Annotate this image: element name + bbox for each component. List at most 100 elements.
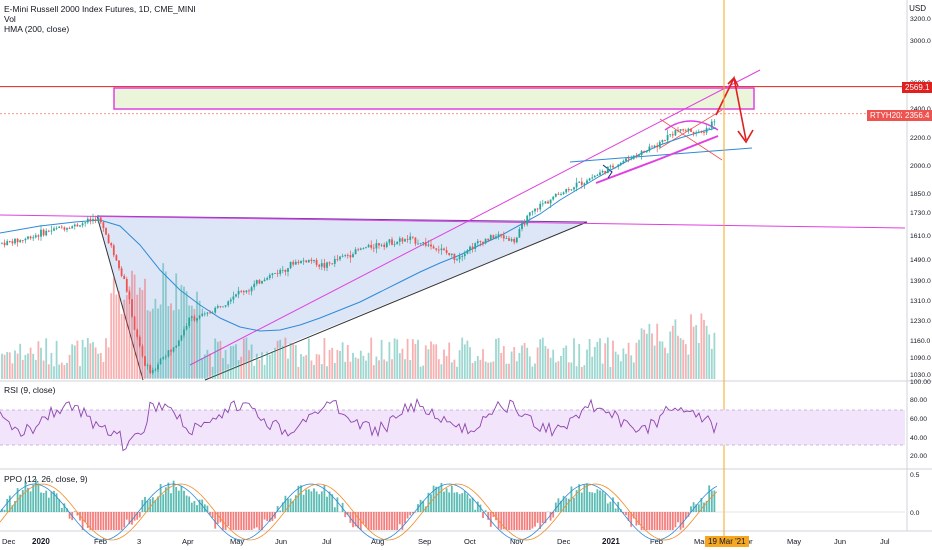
candle-body [284,269,287,272]
ppo-histogram-bar [612,497,614,512]
volume-bar [255,353,258,379]
candle-body [53,228,55,231]
ppo-histogram-bar [430,494,432,512]
candle-body [562,192,565,195]
ppo-histogram-bar [656,512,659,530]
price-axis-tick: 1490.0 [910,257,931,264]
volume-bar [71,344,74,379]
volume-bar [120,314,123,379]
candle-body [630,158,633,160]
volume-bar [315,354,318,379]
ppo-histogram-bar [235,512,237,530]
candle-body [97,217,100,222]
candle-body [190,316,193,318]
ppo-histogram-bar [242,512,245,530]
volume-bar [682,339,685,379]
candle-body [37,235,40,237]
candle-body [622,160,625,163]
candle-body [253,283,256,288]
candle-body [11,241,14,244]
volume-bar [266,351,269,379]
ppo-histogram-bar [531,512,534,529]
candle-body [274,273,276,274]
ppo-histogram-bar [55,493,58,512]
ppo-histogram-bar [58,499,61,512]
ppo-histogram-bar [167,482,170,512]
volume-bar [144,278,146,379]
volume-bar [414,343,417,379]
ppo-histogram-bar [307,489,310,512]
volume-bar [432,344,435,379]
candle-body [531,211,534,213]
ppo-histogram-bar [674,512,677,528]
candle-body [73,224,76,227]
symbol-legend[interactable]: E-Mini Russell 2000 Index Futures, 1D, C… [4,4,196,34]
ppo-histogram-bar [391,512,393,530]
ppo-histogram-bar [697,504,700,512]
ppo-histogram-bar [214,512,217,529]
candle-body [617,164,620,168]
candle-body [526,215,529,225]
ppo-histogram-bar [245,512,248,530]
volume-bar [476,356,479,379]
volume-bar [157,308,159,379]
candle-body [575,182,578,188]
candle-body [523,223,526,225]
time-axis-tick: 2020 [32,537,50,546]
volume-label: Vol [4,14,16,24]
price-axis-tick: 1160.0 [910,338,931,345]
candle-body [292,261,295,265]
candle-body [99,217,102,223]
volume-bar [391,359,393,379]
candle-body [307,259,310,263]
rsi-legend[interactable]: RSI (9, close) [4,385,56,395]
volume-bar [190,305,193,379]
volume-bar [53,366,55,379]
candle-body [645,150,648,153]
ppo-histogram-bar [601,491,604,512]
resistance-price-tag: 2569.1 [902,82,932,93]
ppo-legend[interactable]: PPO (12, 26, close, 9) [4,474,88,484]
ppo-histogram-bar [315,491,318,512]
candle-body [138,336,141,347]
candle-body [115,255,118,261]
candle-body [570,189,573,191]
volume-bar [640,328,643,379]
candle-body [656,145,659,148]
volume-bar [198,300,201,379]
volume-bar [211,366,214,379]
ppo-histogram-bar [8,495,11,512]
candle-body [557,193,560,195]
candle-body [201,313,204,316]
volume-bar [614,351,617,379]
volume-bar [73,345,76,379]
candle-body [105,228,107,235]
candle-body [310,259,313,262]
ppo-histogram-bar [123,512,126,528]
candle-body [245,290,248,293]
ppo-axis-tick: 0.5 [910,472,920,479]
ppo-histogram-bar [385,512,388,530]
volume-bar [690,314,692,379]
volume-bar [159,304,162,379]
candle-body [219,306,222,307]
volume-bar [271,351,274,379]
candle-body [518,228,521,238]
volume-bar [40,347,42,379]
volume-bar [458,350,461,379]
candle-body [625,158,627,161]
ppo-histogram-bar [294,495,297,512]
ppo-histogram-bar [263,512,266,520]
ppo-histogram-bar [63,503,66,512]
volume-bar [627,342,630,379]
volume-bar [593,346,596,379]
candle-body [409,236,412,240]
rsi-band [0,410,905,445]
candle-body [609,165,612,167]
volume-bar [99,352,102,379]
candle-body [404,239,406,242]
ppo-histogram-bar [206,505,209,512]
volume-bar [570,362,573,379]
ppo-histogram-bar [66,508,68,512]
